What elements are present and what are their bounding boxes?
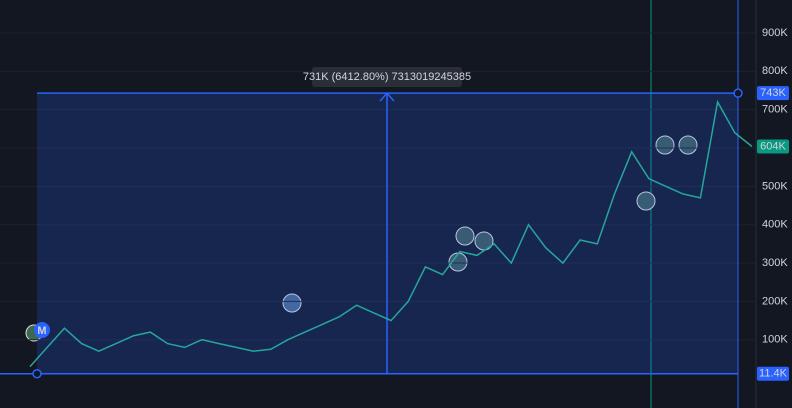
price-label: 604K xyxy=(760,140,786,152)
price-label: 743K xyxy=(760,87,786,99)
price-label: 11.4K xyxy=(759,368,788,380)
price-label-bg xyxy=(757,139,789,154)
y-tick-label: 200K xyxy=(762,295,788,307)
y-tick-label: 300K xyxy=(762,257,788,269)
price-line xyxy=(29,99,753,368)
y-tick-label: 400K xyxy=(762,219,788,231)
marker-label: M xyxy=(37,325,46,337)
measure-label: 731K (6412.80%) 7313019245385 xyxy=(303,71,471,83)
avatars xyxy=(25,135,698,342)
y-tick-label: 700K xyxy=(762,104,788,116)
measure-handle xyxy=(733,88,743,98)
y-tick-label: 100K xyxy=(762,334,788,346)
measure-arrow-head xyxy=(379,92,395,102)
measure-label-bg xyxy=(312,67,462,87)
y-tick-label: 500K xyxy=(762,180,788,192)
marker-badge xyxy=(34,322,50,338)
measure-handle xyxy=(32,368,42,379)
y-tick-label: 800K xyxy=(762,65,788,77)
y-tick-label: 900K xyxy=(762,27,788,39)
price-label-bg xyxy=(757,86,789,101)
price-label-bg xyxy=(757,366,789,381)
